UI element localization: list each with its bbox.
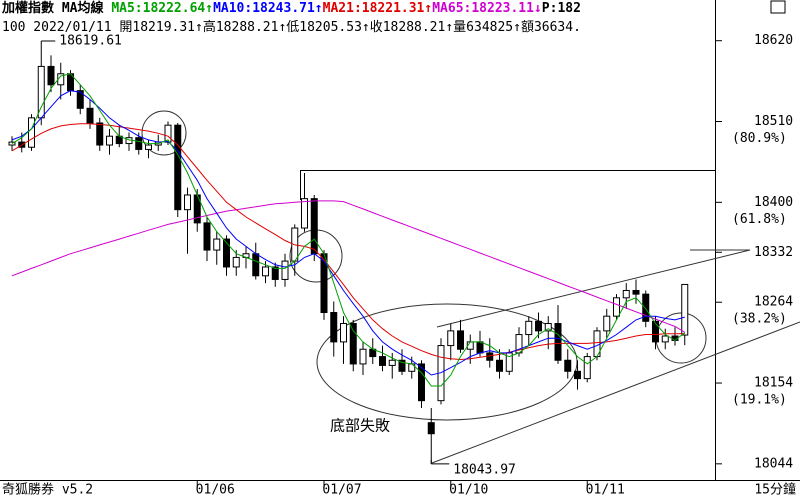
header-segment: 加權指數 MA均線 [1,0,111,16]
candle-body [349,323,357,365]
y-tick-label: 18620 [754,33,793,48]
fib-label: (38.2%) [732,312,787,327]
annotation: 底部失敗 [330,417,390,435]
candle-body [554,323,562,361]
candle-body [379,356,386,366]
candle-body [447,330,455,347]
candle-body [37,65,45,119]
candle-body [330,312,338,343]
y-tick-label: 18044 [754,456,793,471]
x-tick-label: 01/10 [449,483,488,498]
candle-body [252,253,260,277]
candle-body [262,266,269,277]
candle-body [535,320,542,332]
candle-body [642,293,650,322]
ma-line [11,73,686,387]
candle-body [86,107,94,124]
candle-body [310,198,318,255]
candle-body [281,260,289,280]
fib-label: (61.8%) [732,212,787,227]
header-line: 加權指數 MA均線 MA5:18222.64↑MA10:18243.71↑MA2… [1,0,581,16]
x-tick-label: 01/06 [196,483,235,498]
candle-body [271,266,279,280]
candle-body [106,135,113,146]
candle-body [184,194,191,211]
circle-marker [141,110,187,156]
header-segment: MA10:18243.71↑ [213,1,323,16]
ma-line [11,90,685,376]
high-annotation: 18619.61 [59,33,122,48]
y-tick-label: 18154 [754,376,793,391]
candle-body [544,323,552,332]
trend-line [431,321,800,464]
candle-body [301,198,308,229]
y-tick-label: 18332 [754,245,793,260]
window-icon[interactable] [770,0,786,14]
ma-line [11,200,686,333]
header-segment: MA5:18222.64↑ [111,1,213,16]
candle-body [457,330,464,350]
candle-body [418,363,425,402]
candle-body [408,363,416,372]
y-tick-label: 18264 [754,295,793,310]
header-line: 100 2022/01/11 開18219.31↑高18288.21↑低1820… [2,19,581,35]
candle-body [476,341,484,354]
header-segment: 100 2022/01/11 開18219.31↑高18288.21↑低1820… [2,19,581,35]
candle-body [564,359,572,372]
y-tick-label: 18510 [754,114,793,129]
candle-body [574,370,581,380]
trend-line [436,249,751,328]
footer-right: 15分鐘 [754,482,796,498]
candle-body [359,348,367,365]
candle-body [496,359,503,372]
x-tick-label: 01/07 [322,483,361,498]
candle-body [174,124,182,211]
candle-body [76,90,84,109]
candle-body [135,137,143,150]
header-segment: MA21:18221.31↑ [323,1,433,16]
candle-body [398,359,406,372]
low-annotation: 18043.97 [453,462,516,477]
x-tick-label: 01/11 [586,483,625,498]
candle-body [613,297,620,317]
header-segment: MA65:18223.11↓ [432,1,542,16]
candle-body [96,122,104,146]
candle-body [340,323,347,343]
candle-body [223,238,230,268]
candle-body [652,320,659,343]
fib-label: (80.9%) [732,131,787,146]
candle-body [47,65,55,86]
candle-body [632,289,640,295]
candle-body [232,256,240,268]
y-tick-label: 18400 [754,195,793,210]
candle-body [203,222,211,251]
candle-body [145,144,152,150]
candle-body [622,289,630,299]
candle-body [388,359,396,366]
candle-body [681,283,689,336]
candle-body [427,422,435,435]
footer-left: 奇狐勝券 v5.2 [2,482,93,498]
fib-label: (19.1%) [732,393,787,408]
candle-body [213,238,221,251]
candle-body [661,335,669,343]
candle-body [525,320,533,336]
candle-body [583,356,591,380]
candle-body [28,117,35,148]
header-segment: P:182 [542,1,581,16]
candle-body [603,315,611,332]
